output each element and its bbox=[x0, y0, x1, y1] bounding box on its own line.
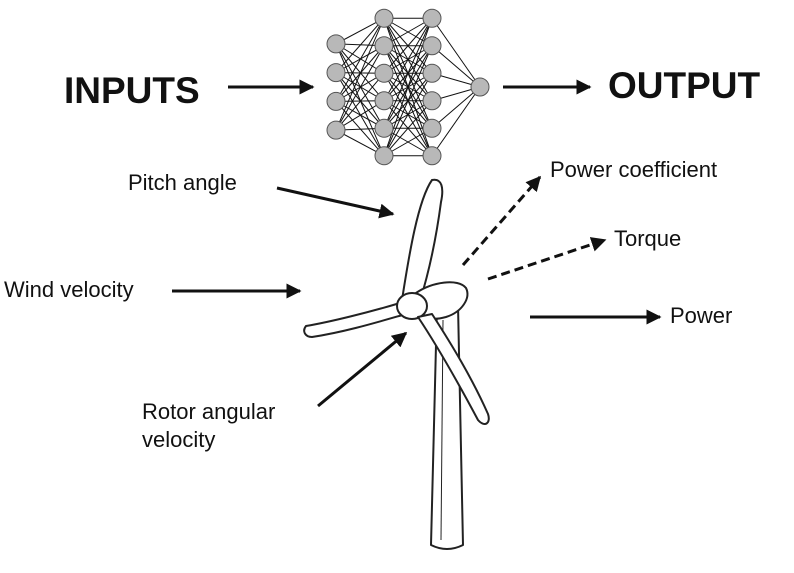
network-node-layer-2 bbox=[374, 91, 394, 111]
network-edge bbox=[335, 72, 385, 131]
network-node-layer-2 bbox=[374, 36, 394, 56]
turbine-blade-bottom bbox=[417, 313, 490, 425]
network-edge bbox=[383, 18, 433, 129]
network-edge bbox=[335, 72, 385, 129]
network-node-layer-2 bbox=[374, 118, 394, 138]
network-edge bbox=[383, 45, 433, 156]
network-edge bbox=[335, 72, 385, 157]
torque-arrow bbox=[487, 237, 607, 281]
network-node-layer-4 bbox=[470, 77, 490, 97]
power-coefficient-arrow bbox=[461, 175, 542, 266]
network-edge bbox=[383, 17, 433, 74]
network-edge bbox=[335, 17, 385, 73]
network-node-layer-3 bbox=[422, 8, 442, 28]
network-edge bbox=[335, 45, 385, 131]
network-node-layer-1 bbox=[326, 34, 346, 54]
pitch-angle-label: Pitch angle bbox=[128, 170, 237, 195]
network-edge bbox=[383, 100, 433, 157]
network-node-layer-3 bbox=[422, 63, 442, 83]
network-edge bbox=[383, 72, 433, 157]
network-node-layer-2 bbox=[374, 146, 394, 166]
network-node-layer-1 bbox=[326, 120, 346, 140]
network-node-layer-2 bbox=[374, 63, 394, 83]
network-edge bbox=[335, 17, 385, 102]
network-node-layer-3 bbox=[422, 118, 442, 138]
wind-turbine bbox=[303, 178, 490, 550]
network-edge bbox=[383, 17, 433, 102]
network-node-layer-2 bbox=[374, 8, 394, 28]
network-edge bbox=[431, 45, 481, 88]
power-label: Power bbox=[670, 303, 732, 328]
network-node-layer-3 bbox=[422, 91, 442, 111]
rotor-velocity-label: velocity bbox=[142, 427, 215, 452]
network-node-layer-1 bbox=[326, 63, 346, 83]
network-nodes bbox=[326, 8, 490, 166]
inputs-heading: INPUTS bbox=[64, 70, 200, 111]
rotor-angular-label: Rotor angular bbox=[142, 399, 275, 424]
network-edges bbox=[335, 17, 481, 157]
network-edge bbox=[431, 17, 481, 88]
turbine-blade-top bbox=[401, 178, 444, 302]
torque-label: Torque bbox=[614, 226, 681, 251]
neural-network bbox=[326, 8, 490, 166]
network-node-layer-3 bbox=[422, 36, 442, 56]
network-edge bbox=[335, 18, 385, 131]
network-node-layer-1 bbox=[326, 91, 346, 111]
pitch-angle-arrow bbox=[276, 186, 395, 219]
network-edge bbox=[335, 43, 385, 129]
turbine-hub bbox=[396, 292, 428, 320]
power-coefficient-label: Power coefficient bbox=[550, 157, 717, 182]
network-edge bbox=[335, 43, 385, 102]
turbine-blade-left bbox=[303, 302, 407, 338]
output-heading: OUTPUT bbox=[608, 65, 761, 106]
network-node-layer-3 bbox=[422, 146, 442, 166]
network-edge bbox=[431, 86, 481, 157]
network-edge bbox=[431, 86, 481, 129]
rotor-velocity-arrow bbox=[317, 331, 408, 408]
wind-velocity-label: Wind velocity bbox=[4, 277, 134, 302]
